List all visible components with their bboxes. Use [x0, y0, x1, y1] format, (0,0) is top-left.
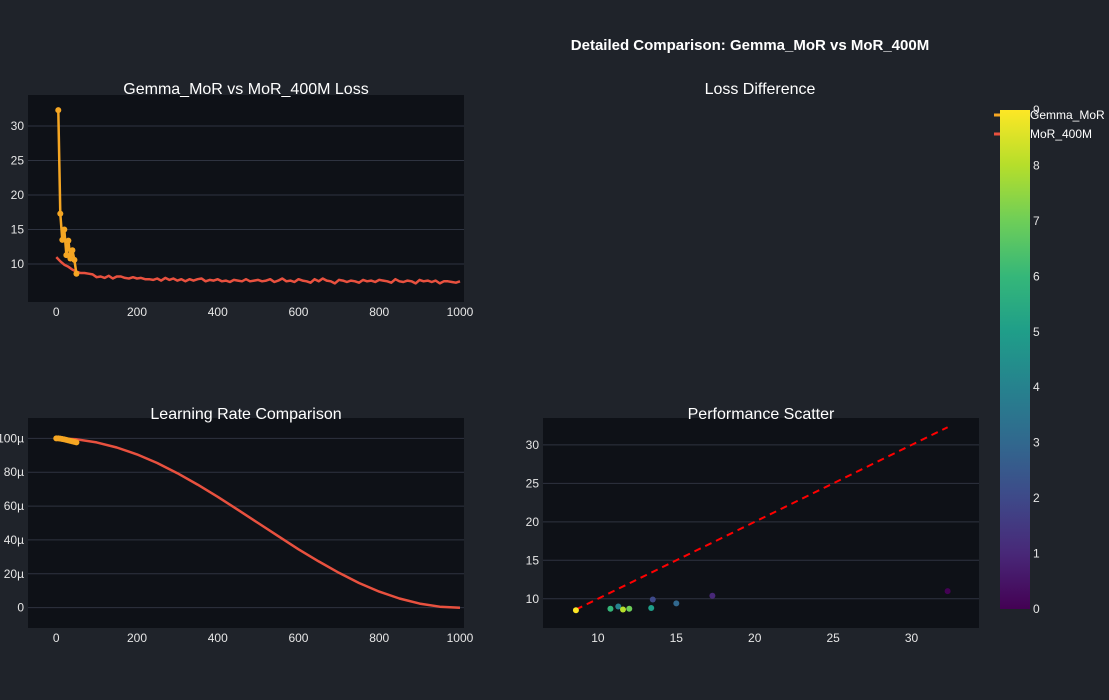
- loss-plot-area: [28, 95, 464, 302]
- scatter-point: [619, 606, 626, 613]
- colorbar-tick-label: 9: [1033, 103, 1040, 117]
- scatter-xtick-label: 20: [748, 631, 762, 645]
- loss-xtick-label: 400: [208, 305, 228, 319]
- performance-scatter-subplot: Performance Scatter 10 15 20 25 30 10 15 20 25 30: [526, 406, 979, 645]
- scatter-xtick-label: 30: [905, 631, 919, 645]
- loss-ytick-label: 25: [11, 154, 25, 168]
- loss-xtick-label: 600: [288, 305, 308, 319]
- scatter-point: [626, 605, 633, 612]
- scatter-ytick-label: 20: [526, 515, 540, 529]
- scatter-xtick-label: 25: [826, 631, 840, 645]
- lr-xtick-label: 800: [369, 631, 389, 645]
- loss-gemma-mor-series-point: [71, 256, 78, 263]
- loss-difference-title: Loss Difference: [705, 81, 816, 98]
- loss-xtick-label: 200: [127, 305, 147, 319]
- scatter-point: [944, 588, 951, 595]
- colorbar-tick-label: 8: [1033, 158, 1040, 172]
- legend-item-mor[interactable]: MoR_400M: [994, 127, 1092, 141]
- colorbar-ticks: 0 1 2 3 4 5 6 7 8 9: [1033, 103, 1040, 616]
- scatter-point: [572, 607, 579, 614]
- loss-ytick-label: 10: [11, 257, 25, 271]
- loss-subplot: Gemma_MoR vs MoR_400M Loss 10 15 20 25 30 0 20…: [11, 81, 474, 319]
- figure-title: Detailed Comparison: Gemma_MoR vs MoR_40…: [571, 37, 929, 54]
- scatter-point: [673, 600, 680, 607]
- colorbar-tick-label: 5: [1033, 325, 1040, 339]
- scatter-point: [709, 592, 716, 599]
- colorbar: 0 1 2 3 4 5 6 7 8 9: [1000, 103, 1040, 616]
- learning-rate-subplot: Learning Rate Comparison 0 20µ 40µ 60µ 80µ 10…: [0, 406, 474, 645]
- legend-label-mor: MoR_400M: [1030, 127, 1092, 141]
- lr-plot-area: [28, 418, 464, 628]
- loss-gemma-mor-series-point: [61, 226, 68, 233]
- lr-ytick-label: 0: [17, 601, 24, 615]
- lr-plot-content: 0 20µ 40µ 60µ 80µ 100µ 0 200 400 600 800 1000: [0, 431, 474, 645]
- colorbar-tick-label: 3: [1033, 436, 1040, 450]
- scatter-ytick-label: 15: [526, 553, 540, 567]
- colorbar-gradient: [1000, 110, 1030, 609]
- colorbar-tick-label: 1: [1033, 547, 1040, 561]
- scatter-plot-area: [543, 418, 979, 628]
- legend-label-gemma: Gemma_MoR: [1030, 108, 1105, 122]
- colorbar-tick-label: 2: [1033, 491, 1040, 505]
- lr-subplot-title: Learning Rate Comparison: [150, 406, 341, 423]
- scatter-subplot-title: Performance Scatter: [688, 406, 835, 423]
- legend-item-gemma[interactable]: Gemma_MoR: [994, 108, 1105, 122]
- loss-ytick-label: 30: [11, 119, 25, 133]
- loss-ytick-label: 20: [11, 188, 25, 202]
- scatter-point: [607, 605, 614, 612]
- legend[interactable]: Gemma_MoR MoR_400M: [994, 108, 1105, 141]
- colorbar-tick-label: 6: [1033, 269, 1040, 283]
- loss-difference-subplot: Loss Difference: [705, 81, 816, 98]
- lr-mor-400m-series-line: [56, 437, 461, 609]
- colorbar-tick-label: 7: [1033, 214, 1040, 228]
- lr-xtick-label: 1000: [447, 631, 474, 645]
- scatter-ytick-label: 10: [526, 592, 540, 606]
- loss-xtick-label: 0: [53, 305, 60, 319]
- scatter-xtick-label: 15: [670, 631, 684, 645]
- scatter-point: [615, 603, 622, 610]
- loss-gemma-mor-series-point: [55, 107, 62, 114]
- lr-xtick-label: 200: [127, 631, 147, 645]
- scatter-plot-content: 10 15 20 25 30 10 15 20 25 30: [526, 426, 979, 645]
- loss-subplot-title: Gemma_MoR vs MoR_400M Loss: [123, 81, 368, 98]
- loss-plot-content: 10 15 20 25 30 0 200 400 600 800 1000: [11, 107, 474, 319]
- loss-ytick-label: 15: [11, 223, 25, 237]
- lr-xtick-label: 0: [53, 631, 60, 645]
- scatter-ytick-label: 25: [526, 476, 540, 490]
- scatter-point: [648, 605, 655, 611]
- lr-ytick-label: 40µ: [4, 533, 24, 547]
- loss-gemma-mor-series-point: [65, 237, 72, 244]
- lr-xtick-label: 400: [208, 631, 228, 645]
- loss-gemma-mor-series-point: [69, 247, 76, 254]
- lr-ytick-label: 100µ: [0, 431, 24, 445]
- lr-ytick-label: 20µ: [4, 567, 24, 581]
- loss-gemma-mor-series-point: [73, 270, 80, 277]
- colorbar-tick-label: 0: [1033, 602, 1040, 616]
- loss-gemma-mor-series-point: [59, 236, 66, 243]
- loss-gemma-mor-series-line: [57, 110, 78, 274]
- scatter-xtick-label: 10: [591, 631, 605, 645]
- loss-gemma-mor-series-point: [63, 252, 70, 259]
- loss-gemma-mor-series-point: [57, 210, 64, 217]
- lr-gemma-mor-series-point: [73, 439, 80, 446]
- scatter-ytick-label: 30: [526, 438, 540, 452]
- lr-ytick-label: 60µ: [4, 499, 24, 513]
- loss-xtick-label: 800: [369, 305, 389, 319]
- scatter-reference-line: [575, 426, 949, 611]
- loss-mor-400m-series-line: [55, 256, 461, 285]
- loss-xtick-label: 1000: [447, 305, 474, 319]
- scatter-point: [649, 596, 656, 603]
- lr-ytick-label: 80µ: [4, 465, 24, 479]
- lr-xtick-label: 600: [288, 631, 308, 645]
- colorbar-tick-label: 4: [1033, 380, 1040, 394]
